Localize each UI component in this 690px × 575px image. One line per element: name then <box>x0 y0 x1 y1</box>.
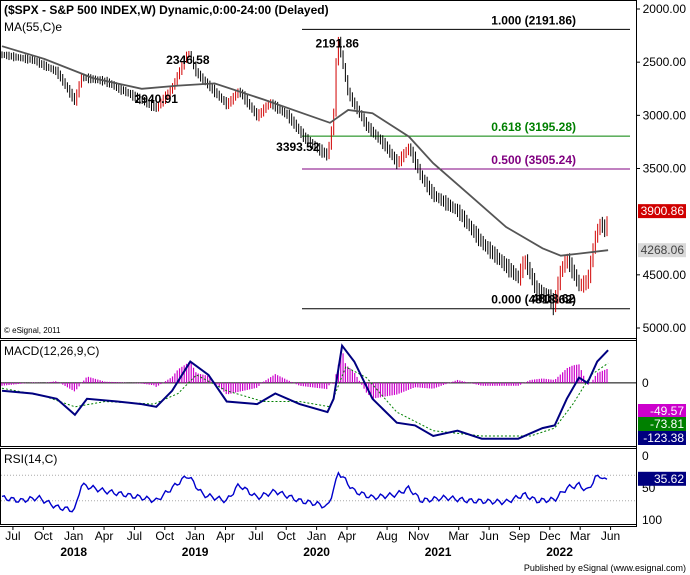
rsi-label: RSI(14,C) <box>4 452 57 466</box>
rsi-tick-label-2: 0 <box>642 449 649 463</box>
price-annotation-4: 2191.86 <box>316 36 360 50</box>
x-year-label-3: 2021 <box>425 545 452 559</box>
macd-signal-value: -73.81 <box>650 417 684 431</box>
price-tick-label-5: 2000.00 <box>643 2 687 16</box>
x-month-label-4: Jul <box>127 529 142 543</box>
fib-label-0: 0.000 (4818.62) <box>491 293 576 307</box>
fib-label-3: 1.000 (2191.86) <box>491 13 576 27</box>
macd-zero-tick-label: 0 <box>642 376 649 390</box>
x-month-label-2: Jan <box>64 529 83 543</box>
x-year-label-1: 2019 <box>182 545 209 559</box>
macd-line <box>1 343 609 440</box>
price-annotation-1: 3393.52 <box>276 140 320 154</box>
x-year-label-2: 2020 <box>303 545 330 559</box>
price-tick-label-4: 2500.00 <box>643 55 687 69</box>
ma-value-tag: 4268.06 <box>641 243 685 257</box>
x-month-label-7: Apr <box>216 529 235 543</box>
ma-value-tag-bg <box>638 243 686 258</box>
x-month-label-12: Aug <box>376 529 397 543</box>
x-month-label-0: Jul <box>5 529 20 543</box>
footer: Published by eSignal (www.esignal.com) <box>524 563 686 573</box>
x-month-label-16: Sep <box>509 529 531 543</box>
x-month-label-10: Jan <box>307 529 326 543</box>
x-month-label-18: Mar <box>570 529 591 543</box>
x-month-label-5: Oct <box>155 529 174 543</box>
copyright: © eSignal, 2011 <box>4 326 61 335</box>
price-tick-label-3: 3000.00 <box>643 108 687 122</box>
fib-label-2: 0.618 (3195.28) <box>491 120 576 134</box>
x-month-label-15: Jun <box>479 529 498 543</box>
rsi-line <box>1 471 608 513</box>
ma-line <box>1 45 609 257</box>
x-year-label-0: 2018 <box>60 545 87 559</box>
price-tick-label-2: 3500.00 <box>643 162 687 176</box>
x-month-label-3: Apr <box>95 529 114 543</box>
x-month-label-8: Jul <box>248 529 263 543</box>
x-month-label-1: Oct <box>34 529 53 543</box>
price-tick-label-1: 4500.00 <box>643 268 687 282</box>
x-year-label-4: 2022 <box>546 545 573 559</box>
price-annotation-0: 4818.62 <box>532 292 576 306</box>
macd-hist-value-bg <box>638 404 686 418</box>
macd-value: -123.38 <box>643 431 684 445</box>
x-month-label-9: Oct <box>277 529 296 543</box>
price-annotation-2: 2940.91 <box>135 92 179 106</box>
x-month-label-6: Jan <box>185 529 204 543</box>
rsi-value-tag-bg <box>638 471 686 486</box>
price-value-tag: 3900.86 <box>641 204 685 218</box>
x-month-label-17: Dec <box>539 529 560 543</box>
fib-label-1: 0.500 (3505.24) <box>491 153 576 167</box>
x-month-label-14: Mar <box>448 529 469 543</box>
x-month-label-11: Apr <box>338 529 357 543</box>
rsi-value-tag: 35.62 <box>654 472 684 486</box>
price-tick-label-0: 5000.00 <box>643 321 687 335</box>
macd-value-bg <box>638 431 686 445</box>
macd-hist-value: -49.57 <box>650 404 684 418</box>
price-value-tag-bg <box>638 204 686 219</box>
rsi-tick-label-0: 100 <box>642 513 662 527</box>
x-month-label-13: Nov <box>408 529 429 543</box>
macd-label: MACD(12,26,9,C) <box>4 344 99 358</box>
macd-signal-value-bg <box>638 417 686 431</box>
x-month-label-19: Jun <box>601 529 620 543</box>
price-annotation-3: 2346.58 <box>166 53 210 67</box>
ma-label: MA(55,C)e <box>4 20 62 34</box>
chart-title: ($SPX - S&P 500 INDEX,W) Dynamic,0:00-24… <box>4 3 329 17</box>
